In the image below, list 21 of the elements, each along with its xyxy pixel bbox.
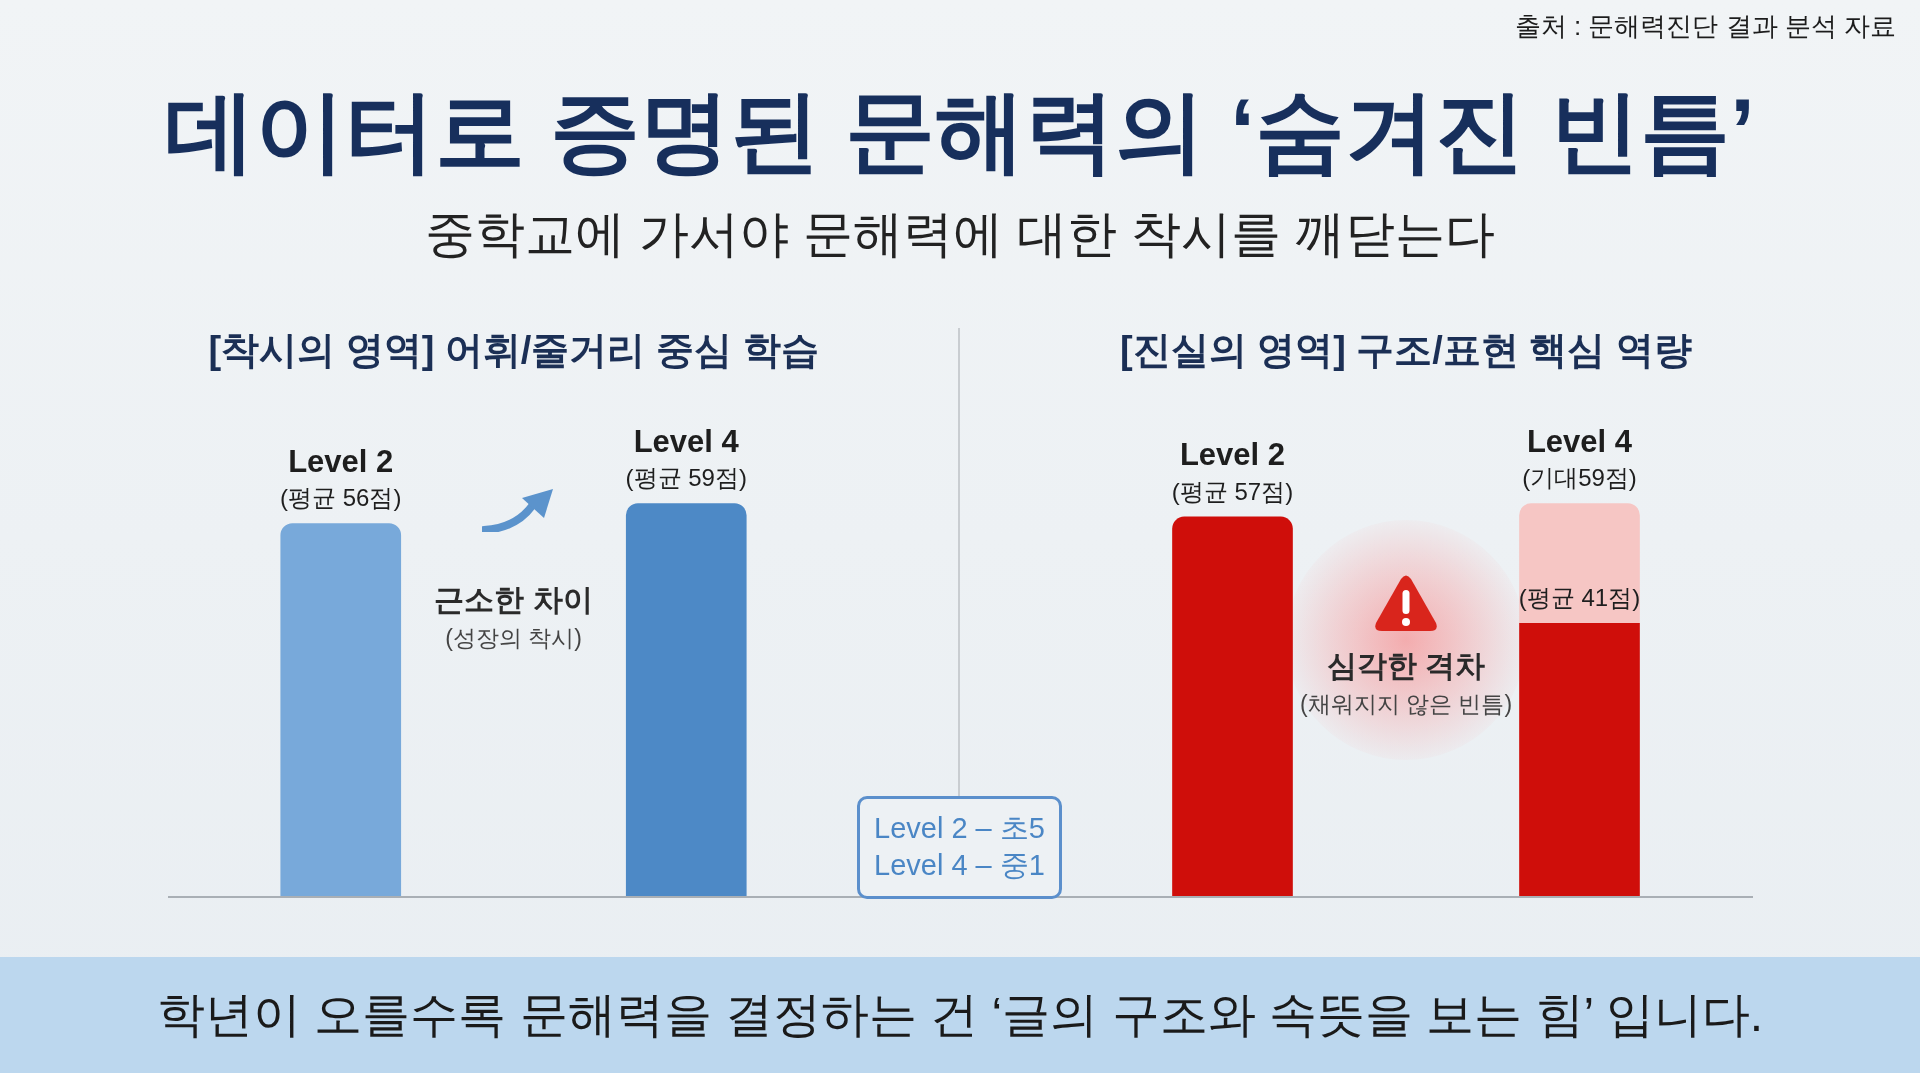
data-label: (평균 59점) [625, 464, 747, 492]
data-label: (평균 56점) [280, 484, 402, 512]
data-label: (평균 57점) [1171, 477, 1294, 505]
source-note: 출처 : 문해력진단 결과 분석 자료 [1514, 11, 1896, 41]
x-tick-label: Level 4 [633, 424, 740, 460]
x-tick-label: Level 2 [288, 444, 394, 480]
text: 중학교에 가서야 문해력에 대한 착시를 깨닫는다 [424, 206, 1496, 262]
annotation: 심각한 격차 [1326, 649, 1486, 683]
x-tick-label: Level 2 [1179, 437, 1286, 473]
annotation: (성장의 착시) [445, 625, 582, 652]
total-label: (기대59점) [1522, 464, 1637, 492]
chart-title: [착시의 영역] 어휘/줄거리 중심 학습 [207, 329, 820, 371]
annotation: Level 4 – 중1 [873, 848, 1046, 883]
text: 데이터로 증명된 문해력의 ‘숨겨진 빈틈’ [164, 81, 1756, 181]
data-label: (평균 41점) [1518, 583, 1641, 611]
x-tick-label: Level 4 [1526, 424, 1633, 460]
annotation: 근소한 차이 [434, 583, 593, 617]
annotation: Level 2 – 초5 [873, 811, 1046, 846]
annotation: (채워지지 않은 빈틈) [1299, 691, 1513, 718]
text: 학년이 오를수록 문해력을 결정하는 건 ‘글의 구조와 속뜻을 보는 힘’ 입니다. [155, 988, 1765, 1042]
chart-title: [진실의 영역] 구조/표현 핵심 역량 [1118, 329, 1694, 371]
